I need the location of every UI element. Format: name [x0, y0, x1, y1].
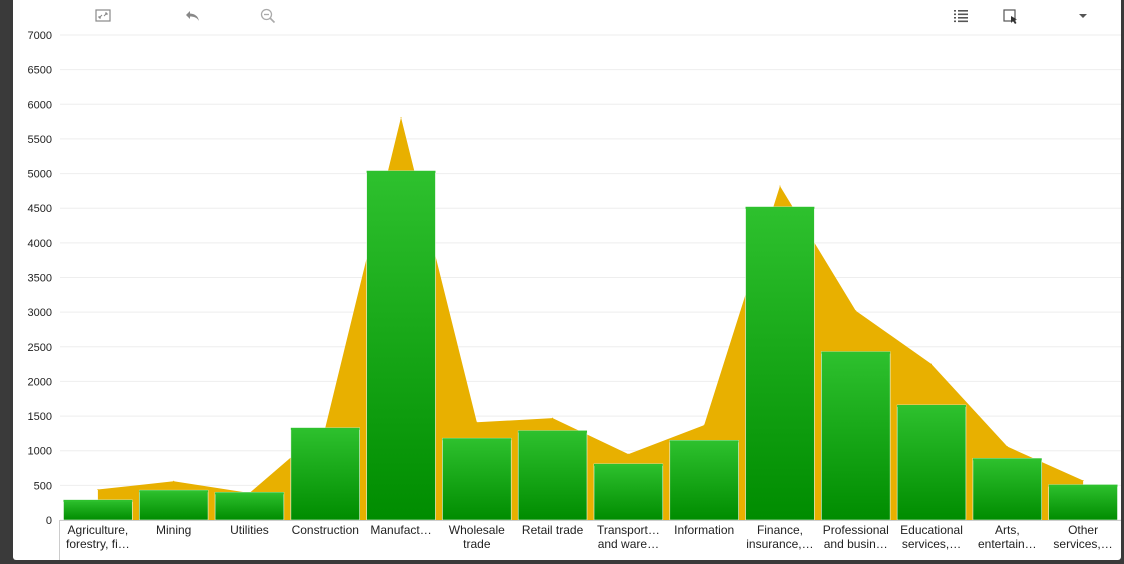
- bar[interactable]: [517, 430, 588, 521]
- x-tick-label: Other services,…: [1053, 523, 1112, 551]
- bar[interactable]: [745, 206, 815, 521]
- select-icon[interactable]: [1000, 5, 1022, 27]
- undo-icon[interactable]: [182, 5, 204, 27]
- y-tick-label: 2500: [28, 342, 52, 354]
- y-tick-label: 5000: [28, 169, 52, 181]
- y-tick-label: 7000: [28, 30, 52, 42]
- x-tick-label: Agriculture, forestry, fi…: [66, 523, 130, 551]
- list-icon[interactable]: [950, 5, 972, 27]
- area-point[interactable]: [703, 424, 705, 426]
- bar[interactable]: [442, 437, 512, 521]
- x-tick-label: Retail trade: [522, 523, 584, 537]
- y-tick-label: 500: [34, 480, 52, 492]
- expand-icon[interactable]: [92, 5, 114, 27]
- y-tick-label: 1000: [28, 446, 52, 458]
- area-point[interactable]: [173, 480, 175, 482]
- bar[interactable]: [290, 427, 360, 521]
- x-axis: Agriculture, forestry, fi… Mining Utilities…: [59, 520, 1121, 560]
- bar-cap: [366, 170, 436, 173]
- x-tick-label: Professional and busin…: [823, 523, 889, 551]
- bar-cap: [215, 492, 284, 495]
- bar-cap: [1048, 484, 1118, 487]
- area-point[interactable]: [400, 116, 402, 118]
- bar[interactable]: [63, 499, 133, 521]
- bar-cap: [594, 463, 663, 466]
- bar-cap: [139, 490, 209, 493]
- bar-cap: [442, 438, 512, 441]
- area-point[interactable]: [97, 489, 99, 491]
- x-tick-label: Arts, entertain…: [978, 523, 1037, 551]
- bar-cap: [518, 430, 587, 433]
- area-point[interactable]: [1006, 446, 1008, 448]
- bar[interactable]: [214, 491, 285, 521]
- bar[interactable]: [593, 463, 664, 521]
- area-point[interactable]: [931, 363, 933, 365]
- bar-area-chart: 0 500 1000 1500 2000 2500 3000 3500 4000 4500 5000…: [28, 30, 1121, 560]
- bar-cap: [897, 404, 966, 407]
- area-point[interactable]: [855, 310, 857, 312]
- y-tick-label: 6000: [28, 99, 52, 111]
- bar[interactable]: [138, 489, 209, 521]
- y-tick-label: 4000: [28, 238, 52, 250]
- x-tick-label: Educational services,…: [900, 523, 963, 551]
- bar-cap: [821, 351, 891, 354]
- x-tick-label: Manufact…: [370, 523, 431, 537]
- bar[interactable]: [669, 440, 739, 521]
- bar[interactable]: [1048, 484, 1118, 521]
- area-point[interactable]: [779, 185, 781, 187]
- y-tick-label: 1500: [28, 411, 52, 423]
- bar[interactable]: [896, 404, 967, 521]
- y-tick-label: 3000: [28, 307, 52, 319]
- area-point[interactable]: [476, 421, 478, 423]
- y-tick-label: 0: [46, 515, 52, 527]
- bar-cap: [669, 440, 739, 443]
- x-tick-label: Wholesale trade: [449, 523, 505, 551]
- bar[interactable]: [821, 351, 891, 521]
- bar[interactable]: [972, 458, 1043, 521]
- bar-cap: [972, 458, 1042, 461]
- area-point[interactable]: [552, 417, 554, 419]
- chart-panel: 0 500 1000 1500 2000 2500 3000 3500 4000 4500 5000…: [13, 0, 1121, 560]
- y-axis: 0 500 1000 1500 2000 2500 3000 3500 4000 4500 5000…: [28, 30, 52, 527]
- dropdown-icon[interactable]: [1072, 5, 1094, 27]
- area-point[interactable]: [627, 453, 629, 455]
- x-tick-label: Information: [674, 523, 734, 537]
- y-tick-label: 4500: [28, 203, 52, 215]
- bar-cap: [745, 206, 815, 209]
- x-tick-label: Construction: [292, 523, 359, 537]
- y-tick-label: 3500: [28, 273, 52, 285]
- zoom-out-icon[interactable]: [257, 5, 279, 27]
- x-tick-label: Transport… and ware…: [597, 523, 660, 551]
- x-tick-label: Finance, insurance,…: [746, 523, 813, 551]
- bar[interactable]: [366, 170, 436, 521]
- bar-series: [63, 170, 1118, 521]
- bar-cap: [290, 427, 360, 430]
- chart-toolbar: [13, 0, 1121, 32]
- y-tick-label: 5500: [28, 134, 52, 146]
- y-tick-label: 6500: [28, 65, 52, 77]
- x-tick-label: Utilities: [230, 523, 269, 537]
- x-tick-label: Mining: [156, 523, 191, 537]
- bar-cap: [63, 499, 133, 502]
- y-tick-label: 2000: [28, 376, 52, 388]
- area-point[interactable]: [1082, 480, 1084, 482]
